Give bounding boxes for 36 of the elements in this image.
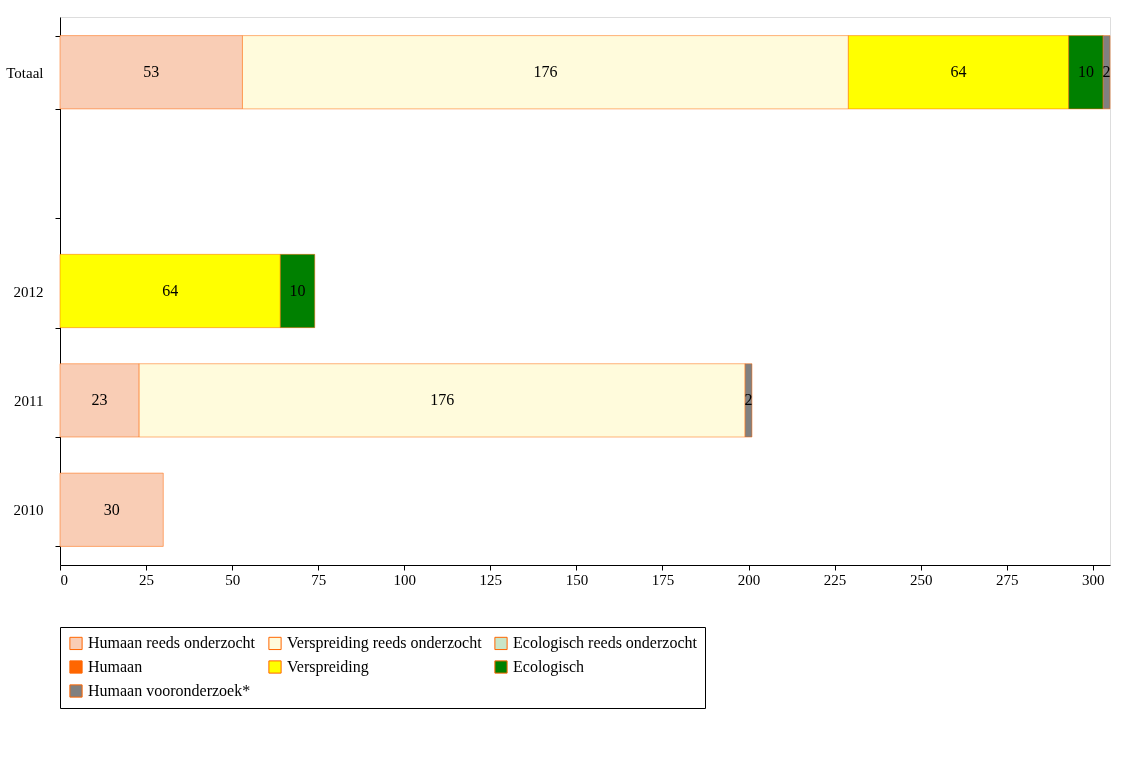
legend-label: Humaan vooronderzoek* [88, 682, 251, 699]
legend-label: Humaan [88, 658, 143, 675]
x-tick-label: 150 [565, 571, 589, 588]
y-tick-label: 2011 [14, 392, 44, 409]
data-label: 64 [950, 63, 967, 81]
x-tick-label: 0 [60, 571, 68, 588]
x-tick-label: 175 [651, 571, 675, 588]
x-tick-label: 250 [909, 571, 933, 588]
data-label: 10 [289, 282, 306, 299]
data-label: 64 [162, 282, 179, 299]
x-tick-label: 50 [225, 571, 241, 588]
x-tick-label: 100 [393, 571, 417, 588]
legend-label: Ecologisch [513, 658, 585, 676]
x-tick-label: 75 [311, 571, 327, 588]
y-tick-label: 2010 [13, 502, 44, 519]
x-tick-label: 225 [823, 571, 847, 588]
x-tick-label: 300 [1082, 571, 1105, 588]
legend-label: Ecologisch reeds onderzocht [513, 634, 698, 653]
legend-label: Verspreiding [287, 658, 369, 676]
bar [59, 472, 164, 547]
data-label: 176 [430, 391, 455, 409]
data-label: 2 [744, 391, 753, 409]
data-label: 10 [1077, 63, 1094, 81]
y-tick-label: Totaal [6, 64, 44, 81]
legend-label: Verspreiding reeds onderzocht [287, 634, 483, 653]
x-tick-label: 125 [479, 571, 503, 588]
x-tick-label: 25 [139, 571, 155, 588]
x-tick-label: 200 [737, 571, 761, 588]
x-tick-label: 275 [995, 571, 1019, 588]
data-label: 30 [103, 500, 120, 518]
data-label: 53 [143, 63, 160, 81]
data-label: 2 [1102, 63, 1111, 81]
y-tick-label: 2012 [13, 283, 44, 300]
data-label: 176 [533, 63, 558, 81]
legend-label: Humaan reeds onderzocht [88, 634, 256, 652]
data-label: 23 [91, 391, 108, 409]
